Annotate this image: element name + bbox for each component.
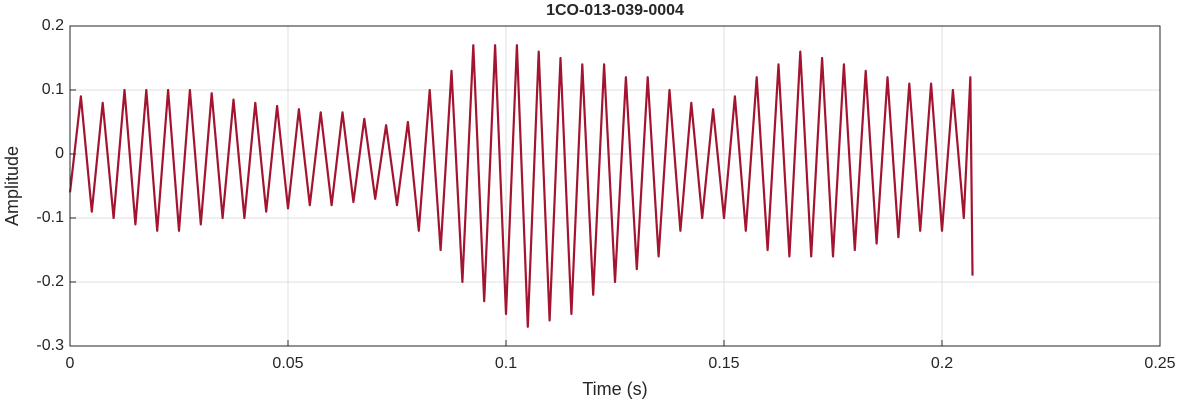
x-tick-label: 0 <box>66 355 75 372</box>
x-tick-label: 0.1 <box>495 355 517 372</box>
y-axis-label: Amplitude <box>2 146 22 226</box>
x-tick-label: 0.2 <box>931 355 953 372</box>
ticks: 0 0.05 0.1 0.15 0.2 0.25 -0.3 -0.2 -0.1 0 0.1 0.2 <box>36 17 1175 372</box>
plot-area <box>68 44 974 328</box>
y-tick-label: 0.1 <box>42 81 64 98</box>
chart-title: 1CO-013-039-0004 <box>546 2 684 19</box>
y-tick-label: -0.3 <box>36 337 64 354</box>
y-tick-label: 0 <box>55 145 64 162</box>
x-tick-label: 0.25 <box>1144 355 1175 372</box>
y-tick-label: 0.2 <box>42 17 64 34</box>
y-tick-label: -0.2 <box>36 273 64 290</box>
x-tick-label: 0.05 <box>272 355 303 372</box>
x-tick-label: 0.15 <box>708 355 739 372</box>
y-tick-label: -0.1 <box>36 209 64 226</box>
x-axis-label: Time (s) <box>582 379 647 399</box>
signal-line <box>68 44 974 328</box>
axes-box <box>69 25 1161 347</box>
